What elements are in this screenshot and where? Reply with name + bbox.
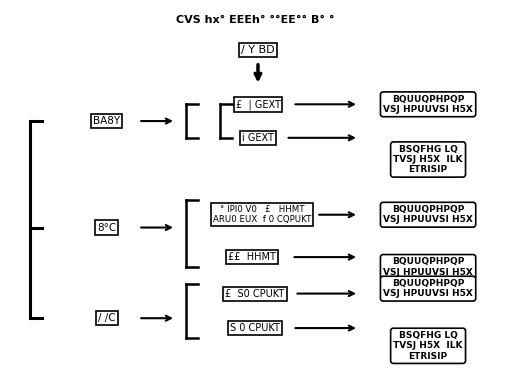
Text: BQUUQPHPQP
VSJ HPUUVSI H5X: BQUUQPHPQP VSJ HPUUVSI H5X [383,205,473,224]
Text: £  | GEXT: £ | GEXT [236,99,280,110]
Text: BQUUQPHPQP
VSJ HPUUVSI H5X: BQUUQPHPQP VSJ HPUUVSI H5X [383,257,473,277]
Text: ££  HHMΤ: ££ HHMΤ [228,252,276,262]
Text: BSQFHG LQ
TVSJ H5X  ILK
ETRISIP: BSQFHG LQ TVSJ H5X ILK ETRISIP [393,145,463,174]
Text: S 0 CPUKT: S 0 CPUKT [230,323,280,333]
Text: i GEXT: i GEXT [242,133,274,143]
Text: BQUUQPHPQP
VSJ HPUUVSI H5X: BQUUQPHPQP VSJ HPUUVSI H5X [383,279,473,298]
Text: / Y BD: / Y BD [241,45,275,55]
Text: £  S0 CPUKT: £ S0 CPUKT [225,289,285,299]
Text: CVS hx° EEEh° °°EE°° B° °: CVS hx° EEEh° °°EE°° B° ° [176,14,334,25]
Text: / /C: / /C [98,313,116,323]
Text: BA8Y: BA8Y [93,116,120,126]
Text: ° IPI0 V0   £   HHMΤ
ARU0 EUX  f 0 CQPUKT: ° IPI0 V0 £ HHMΤ ARU0 EUX f 0 CQPUKT [213,205,311,224]
Text: BQUUQPHPQP
VSJ HPUUVSI H5X: BQUUQPHPQP VSJ HPUUVSI H5X [383,95,473,114]
Text: 8°C: 8°C [97,223,116,232]
Text: BSQFHG LQ
TVSJ H5X  ILK
ETRISIP: BSQFHG LQ TVSJ H5X ILK ETRISIP [393,331,463,361]
